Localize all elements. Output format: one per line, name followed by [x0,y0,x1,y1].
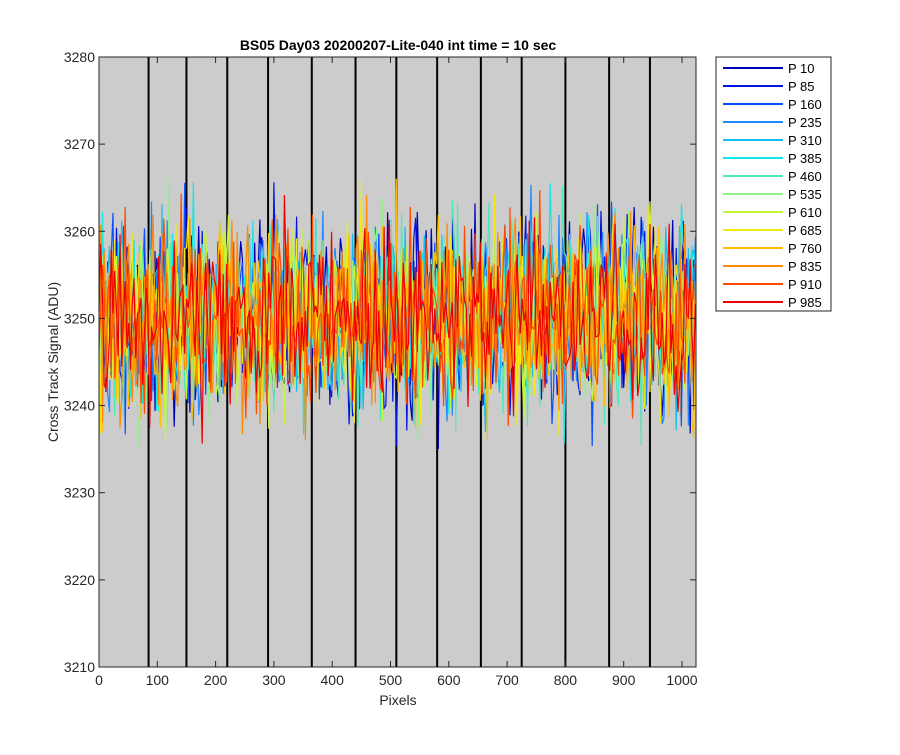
legend-label: P 310 [788,133,822,148]
legend-label: P 460 [788,169,822,184]
series-line-12 [98,190,696,427]
y-tick-label: 3240 [64,398,95,414]
y-tick-label: 3270 [64,136,95,152]
legend-label: P 10 [788,61,815,76]
y-tick-label: 3220 [64,572,95,588]
legend-label: P 685 [788,223,822,238]
series-line-11 [98,195,696,441]
legend: P 10 P 85 P 160 P 235 P 310 P 385 P 460 P 535 P … [715,56,832,312]
legend-box [715,56,832,312]
x-axis-label: Pixels [379,692,416,708]
legend-label: P 910 [788,277,822,292]
y-axis: 3210 3220 3230 3240 3250 3260 3270 3280 [64,49,696,675]
x-tick-label: 400 [321,672,345,688]
x-tick-label: 900 [612,672,636,688]
y-tick-label: 3230 [64,485,95,501]
legend-label: P 85 [788,79,815,94]
legend-label: P 385 [788,151,822,166]
y-tick-label: 3210 [64,659,95,675]
y-tick-label: 3280 [64,49,95,65]
x-tick-label: 600 [437,672,461,688]
legend-label: P 160 [788,97,822,112]
x-tick-label: 1000 [666,672,697,688]
legend-label: P 985 [788,295,822,310]
x-axis: 0 100 200 300 400 500 600 700 800 900 1000 [95,57,698,688]
y-axis-label: Cross Track Signal (ADU) [45,282,61,442]
x-tick-label: 0 [95,672,103,688]
y-tick-label: 3250 [64,310,95,326]
legend-label: P 235 [788,115,822,130]
legend-label: P 610 [788,205,822,220]
x-tick-label: 100 [146,672,170,688]
x-tick-label: 300 [262,672,286,688]
chart-title: BS05 Day03 20200207-Lite-040 int time = … [240,37,557,53]
x-tick-label: 200 [204,672,228,688]
plot-frame [98,56,697,668]
x-tick-label: 800 [554,672,578,688]
x-tick-label: 700 [495,672,519,688]
x-tick-label: 500 [379,672,403,688]
legend-label: P 835 [788,259,822,274]
series-line-13 [98,194,696,444]
y-tick-label: 3260 [64,223,95,239]
legend-label: P 535 [788,187,822,202]
legend-label: P 760 [788,241,822,256]
series-lines [98,177,696,450]
